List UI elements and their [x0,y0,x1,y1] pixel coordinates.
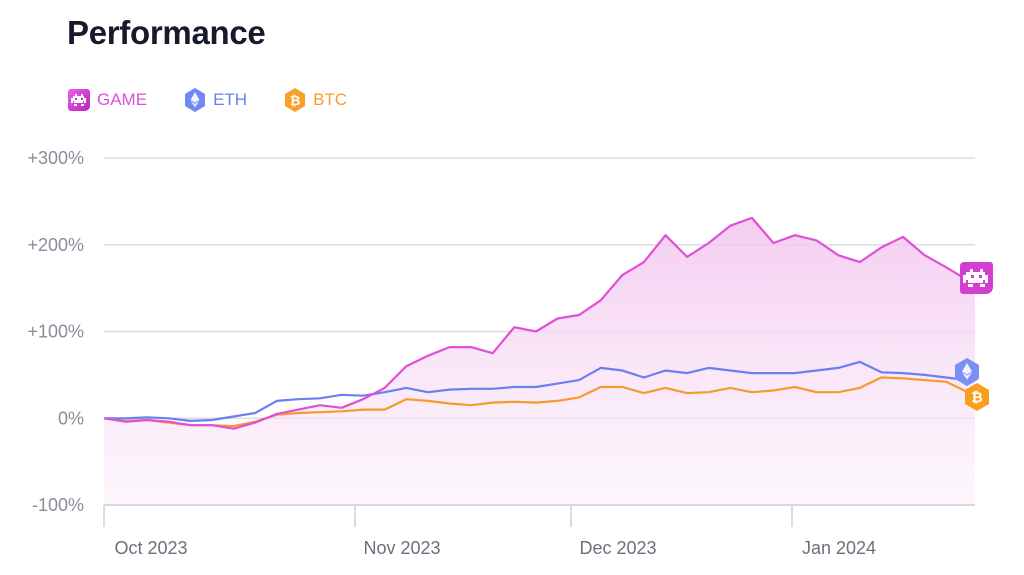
legend-item-game[interactable]: GAME [67,87,147,113]
btc-line [103,376,976,428]
x-tick-label: Oct 2023 [114,538,187,558]
y-tick-label: +100% [27,322,84,342]
eth-end-marker [955,358,979,386]
game-area [104,217,975,505]
space-invader-icon [68,89,90,111]
y-tick-label: 0% [58,408,84,428]
btc-end-marker: ₿ [965,383,989,411]
space-invader-icon [963,269,988,287]
legend-label-btc: BTC [313,90,348,109]
legend-item-eth[interactable]: ETH [183,87,247,113]
legend-label-game: GAME [97,90,148,109]
ethereum-icon [962,363,972,380]
x-tick-label: Nov 2023 [363,538,440,558]
page-title: Performance [67,14,266,51]
x-tick-label: Jan 2024 [802,538,876,558]
game-line [103,216,975,430]
legend-item-btc[interactable]: ₿ BTC [283,87,347,113]
y-tick-label: +200% [27,235,84,255]
bitcoin-icon: ₿ [971,390,982,406]
legend: GAME ETH ₿ BTC [67,87,383,113]
bitcoin-icon: ₿ [285,88,306,112]
legend-label-eth: ETH [213,90,248,109]
svg-text:₿: ₿ [290,94,301,109]
y-tick-label: +300% [27,148,84,168]
ethereum-icon [185,88,206,112]
game-end-marker [960,262,993,294]
eth-line [104,360,975,422]
x-tick-label: Dec 2023 [579,538,656,558]
y-tick-label: -100% [32,495,84,515]
